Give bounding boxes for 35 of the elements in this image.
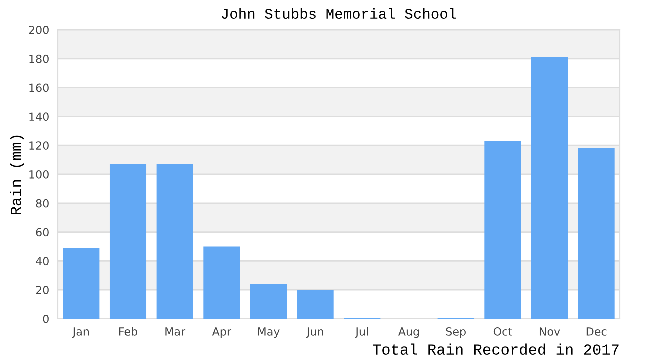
x-axis-title: Total Rain Recorded in 2017	[373, 344, 619, 356]
x-tick-label: Jul	[355, 327, 368, 338]
y-axis-title: Rain (mm)	[10, 136, 24, 215]
bar	[578, 148, 615, 319]
y-tick-label: 140	[30, 112, 49, 122]
bar	[531, 57, 568, 319]
x-tick-label: Jun	[306, 328, 324, 338]
y-tick-label: 40	[36, 257, 49, 266]
x-tick-label: Oct	[494, 328, 512, 336]
x-tick-label: Apr	[212, 328, 232, 338]
x-tick-label: Feb	[120, 327, 138, 336]
y-tick-label: 180	[30, 54, 49, 64]
y-tick-label: 100	[30, 170, 49, 179]
x-tick-label: Dec	[586, 328, 607, 336]
bar	[156, 164, 194, 319]
bar	[204, 246, 240, 319]
x-tick-label: May	[258, 328, 280, 338]
y-tick-label: 200	[29, 26, 49, 34]
chart-title: John Stubbs Memorial School	[222, 8, 456, 20]
x-tick-label: Nov	[540, 328, 560, 336]
y-tick-label: 160	[30, 84, 49, 92]
bar	[297, 290, 334, 319]
x-tick-label: Aug	[398, 328, 420, 338]
x-tick-label: Mar	[166, 328, 186, 336]
bar	[250, 284, 288, 319]
y-tick-label: 60	[36, 228, 49, 237]
x-tick-label: Jan	[72, 328, 90, 338]
y-tick-label: 0	[43, 314, 49, 324]
x-tick-label: Sep	[446, 328, 466, 338]
bar	[110, 164, 147, 319]
bar	[63, 248, 100, 319]
y-tick-label: 20	[36, 286, 49, 294]
y-tick-label: 80	[36, 199, 49, 208]
y-tick-label: 120	[30, 142, 49, 150]
bar	[484, 141, 522, 319]
